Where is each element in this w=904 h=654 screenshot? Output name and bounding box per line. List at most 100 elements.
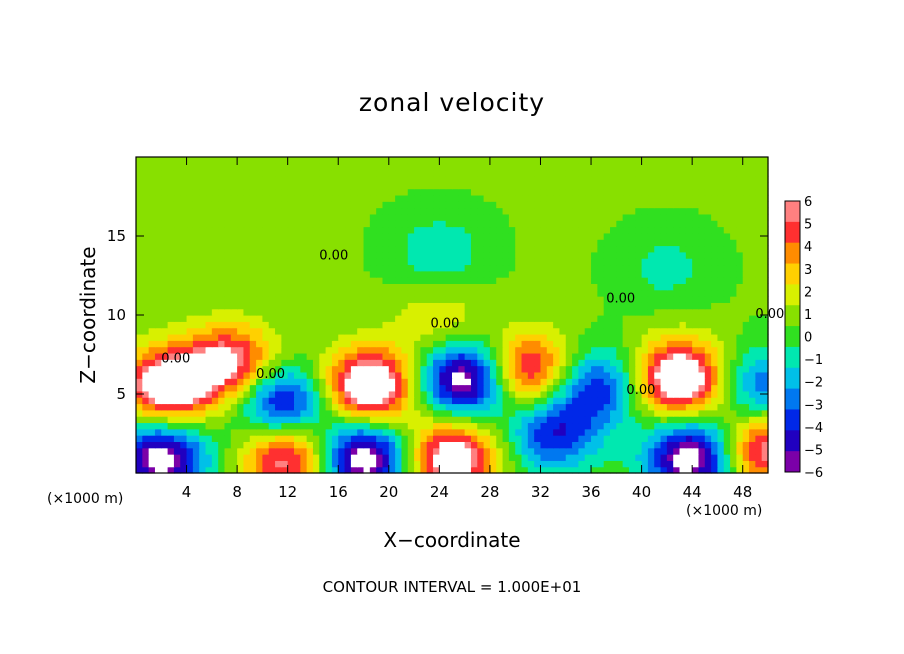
field-cell	[161, 321, 169, 329]
field-cell	[192, 460, 200, 468]
field-cell	[603, 460, 611, 468]
field-cell	[578, 220, 586, 228]
field-cell	[148, 327, 156, 335]
field-cell	[287, 390, 295, 398]
field-cell	[515, 454, 523, 461]
field-cell	[622, 435, 630, 442]
field-cell	[464, 283, 472, 291]
field-cell	[420, 188, 428, 196]
field-cell	[540, 327, 548, 335]
field-cell	[565, 441, 573, 449]
field-cell	[749, 277, 756, 284]
field-cell	[420, 327, 428, 335]
field-cell	[401, 207, 409, 215]
field-cell	[660, 251, 668, 259]
field-cell	[357, 270, 365, 278]
field-cell	[205, 428, 213, 436]
field-cell	[237, 157, 245, 164]
field-cell	[401, 409, 409, 417]
field-cell	[161, 466, 169, 474]
field-cell	[287, 302, 295, 310]
field-cell	[142, 258, 150, 266]
field-cell	[142, 435, 150, 442]
field-cell	[357, 194, 365, 202]
field-cell	[331, 226, 339, 234]
field-cell	[464, 194, 472, 202]
field-cell	[508, 175, 516, 183]
field-cell	[325, 409, 333, 417]
field-cell	[761, 416, 769, 424]
field-cell	[369, 289, 377, 297]
field-cell	[546, 390, 554, 398]
field-cell	[306, 157, 314, 164]
field-cell	[711, 283, 719, 291]
field-cell	[142, 454, 150, 461]
field-cell	[723, 213, 731, 221]
field-cell	[749, 258, 756, 266]
field-cell	[704, 270, 712, 278]
field-cell	[369, 264, 377, 272]
field-cell	[641, 188, 649, 196]
field-cell	[136, 258, 143, 266]
field-cell	[470, 340, 478, 348]
field-cell	[294, 201, 301, 209]
field-cell	[357, 409, 365, 417]
field-cell	[685, 283, 693, 291]
field-cell	[584, 409, 592, 417]
chart-title: zonal velocity	[358, 88, 546, 117]
field-cell	[470, 327, 478, 335]
field-cell	[186, 169, 194, 177]
field-cell	[319, 277, 327, 284]
field-cell	[622, 416, 630, 424]
field-cell	[527, 340, 535, 348]
field-cell	[660, 308, 668, 316]
field-cell	[470, 428, 478, 436]
field-cell	[679, 352, 687, 360]
field-cell	[224, 296, 232, 303]
field-cell	[508, 435, 516, 442]
field-cell	[300, 390, 308, 398]
field-cell	[445, 403, 453, 411]
field-cell	[205, 220, 213, 228]
field-cell	[407, 207, 415, 215]
field-cell	[306, 163, 314, 171]
field-cell	[527, 239, 535, 247]
field-cell	[546, 409, 554, 417]
field-cell	[148, 220, 156, 228]
field-cell	[294, 270, 301, 278]
field-cell	[452, 441, 459, 449]
field-cell	[553, 163, 561, 171]
field-cell	[546, 194, 554, 202]
field-cell	[395, 466, 403, 474]
field-cell	[136, 409, 143, 417]
field-cell	[161, 346, 169, 354]
field-cell	[452, 169, 459, 177]
field-cell	[660, 441, 668, 449]
field-cell	[167, 169, 175, 177]
field-cell	[230, 201, 238, 209]
field-cell	[407, 270, 415, 278]
field-cell	[527, 201, 535, 209]
field-cell	[540, 264, 548, 272]
field-cell	[502, 333, 510, 341]
field-cell	[407, 283, 415, 291]
field-cell	[407, 409, 415, 417]
field-cell	[578, 441, 586, 449]
field-cell	[692, 441, 700, 449]
field-cell	[148, 333, 156, 341]
field-cell	[186, 321, 194, 329]
field-cell	[224, 302, 232, 310]
field-cell	[584, 422, 592, 430]
field-cell	[136, 454, 143, 461]
field-cell	[546, 157, 554, 164]
field-cell	[521, 321, 529, 329]
field-cell	[540, 245, 548, 253]
field-cell	[610, 340, 617, 348]
field-cell	[350, 201, 358, 209]
field-cell	[325, 352, 333, 360]
field-cell	[249, 460, 257, 468]
field-cell	[534, 390, 542, 398]
field-cell	[445, 384, 453, 392]
field-cell	[180, 264, 188, 272]
field-cell	[692, 340, 700, 348]
